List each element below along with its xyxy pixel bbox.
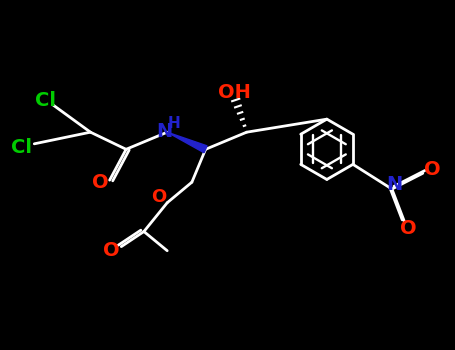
Text: O: O bbox=[424, 160, 441, 179]
Text: H: H bbox=[168, 117, 181, 132]
Text: O: O bbox=[151, 188, 166, 206]
Text: Cl: Cl bbox=[35, 91, 56, 110]
Text: Cl: Cl bbox=[11, 138, 32, 157]
Text: O: O bbox=[400, 219, 417, 238]
Text: N: N bbox=[157, 122, 172, 141]
Polygon shape bbox=[167, 132, 207, 153]
Text: O: O bbox=[92, 173, 108, 193]
Text: OH: OH bbox=[218, 83, 251, 102]
Text: N: N bbox=[387, 175, 403, 195]
Text: O: O bbox=[103, 241, 120, 260]
